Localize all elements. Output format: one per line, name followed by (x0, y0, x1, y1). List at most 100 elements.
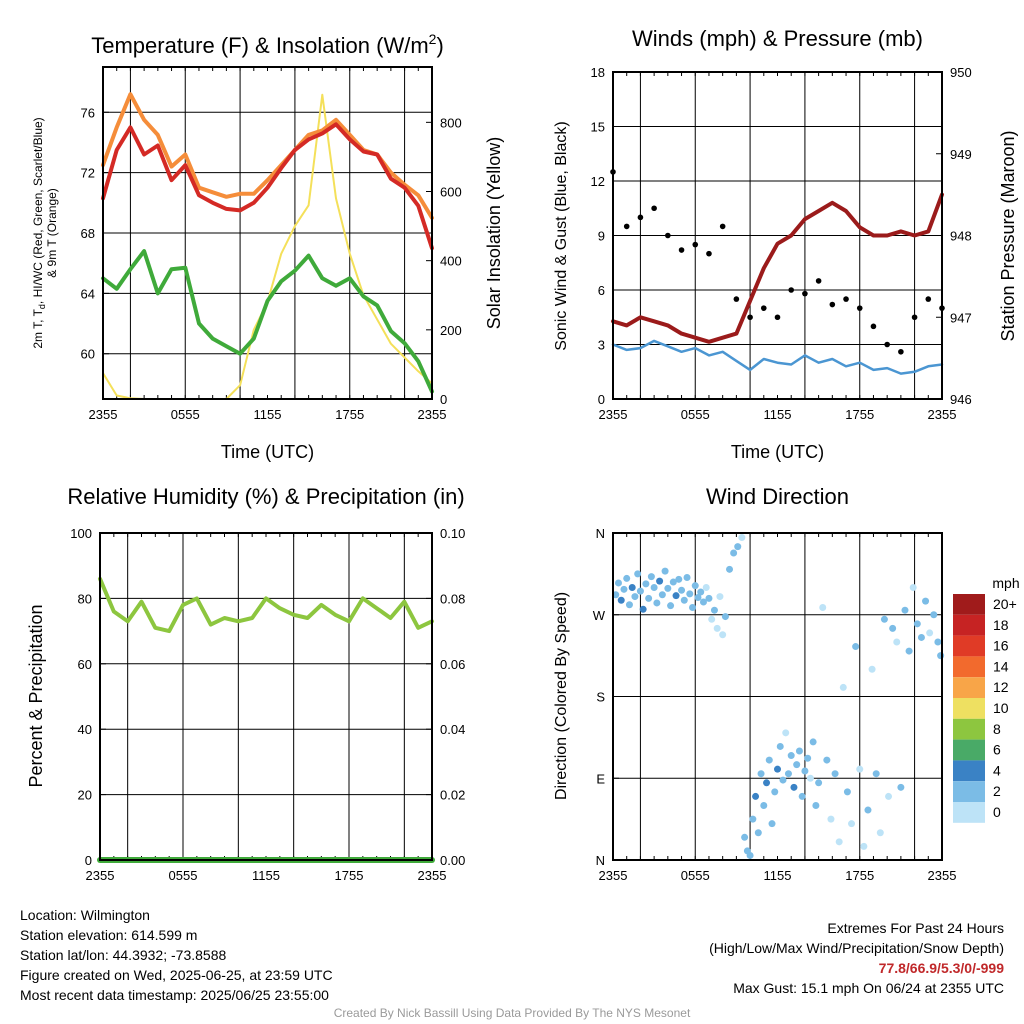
x-tick-label: 2355 (928, 407, 957, 422)
direction-point (625, 601, 633, 609)
colorbar-label: 4 (993, 762, 1001, 778)
direction-point (656, 577, 664, 585)
direction-point (860, 842, 868, 850)
gust-point (898, 348, 904, 355)
y-tick-label: E (596, 771, 605, 786)
series-line-sonic-wind (611, 339, 944, 375)
credit-text: Created By Nick Bassill Using Data Provi… (333, 1006, 691, 1020)
direction-point (746, 851, 754, 859)
y-tick-label: 68 (81, 226, 95, 241)
y2-tick-label: 0.06 (440, 657, 465, 672)
gust-point (911, 314, 918, 321)
elevation-text: Station elevation: 614.599 m (20, 927, 198, 943)
extremes-subtitle: (High/Low/Max Wind/Precipitation/Snow De… (709, 940, 1004, 956)
gust-point (733, 296, 740, 302)
direction-point (647, 573, 655, 581)
y-tick-label: 76 (81, 105, 95, 120)
direction-point (680, 596, 688, 604)
direction-point (774, 765, 781, 773)
gust-point (747, 314, 753, 321)
direction-point (856, 765, 864, 773)
direction-point (694, 593, 702, 601)
x-tick-label: 1755 (845, 407, 874, 422)
direction-point (691, 582, 699, 590)
x-tick-label: 0555 (169, 868, 198, 883)
direction-point (806, 774, 814, 782)
direction-point (686, 590, 694, 598)
direction-point (937, 652, 945, 660)
y-tick-label: 0 (598, 392, 605, 407)
direction-point (905, 647, 913, 655)
gust-point (706, 250, 712, 257)
y-tick-label: 60 (81, 347, 95, 362)
gust-point (843, 296, 849, 302)
y2-tick-label: 949 (950, 147, 972, 162)
y-tick-label: 60 (78, 657, 92, 672)
temperature-panel: 60 64 68 72 76 0 200 400 600 800 2355 0555 1155 1755 2… (31, 31, 504, 462)
winds-panel: 0 3 6 9 12 15 18 946 947 948 949 950 2355 0555 1155 175… (553, 26, 1018, 462)
direction-point (839, 683, 847, 691)
x-tick-label: 2355 (928, 868, 957, 883)
colorbar-label: 0 (993, 804, 1001, 820)
direction-point (749, 815, 757, 823)
direction-point (868, 665, 876, 673)
x-tick-label: 1155 (764, 407, 792, 422)
gust-point (692, 241, 699, 248)
x-tick-label: 2355 (86, 868, 115, 883)
direction-point (765, 756, 773, 764)
y-axis-label-line2: & 9m T (Orange) (45, 188, 59, 278)
direction-point (760, 802, 768, 809)
colorbar-swatch (953, 698, 985, 719)
plot-frame (102, 66, 433, 400)
direction-point (779, 776, 787, 784)
latlon-text: Station lat/lon: 44.3932; -73.8588 (20, 947, 227, 963)
y2-tick-label: 0.02 (440, 788, 465, 803)
colorbar: mph 20+ 18 16 14 12 10 8 6 4 2 0 (953, 575, 1020, 823)
y2-tick-label: 400 (440, 254, 462, 269)
colorbar-label: 6 (993, 742, 1001, 758)
direction-point (795, 747, 803, 755)
direction-point (617, 596, 625, 604)
series-line-dewpoint (101, 249, 434, 394)
series-line-temp (101, 122, 434, 251)
direction-point (835, 838, 843, 846)
x-tick-label: 0555 (171, 407, 200, 422)
colorbar-swatch (953, 656, 985, 678)
x-tick-label: 1755 (335, 407, 364, 422)
y-axis-label: 2m T, Td, HI/WC (Red, Green, Scarlet/Blu… (31, 117, 47, 348)
direction-point (771, 788, 779, 796)
x-tick-label: 2355 (599, 868, 628, 883)
direction-point (675, 575, 683, 583)
colorbar-label: 16 (993, 638, 1009, 654)
y2-tick-label: 946 (950, 392, 972, 407)
colorbar-swatch (953, 718, 985, 740)
direction-point (664, 584, 672, 592)
y-tick-label: 72 (81, 166, 95, 181)
y2-tick-label: 0 (440, 392, 447, 407)
gust-point (665, 232, 671, 239)
series-line-pressure (611, 192, 944, 344)
direction-point (702, 584, 710, 591)
direction-point (653, 599, 661, 607)
direction-point (678, 586, 686, 594)
colorbar-swatch (953, 614, 985, 636)
colorbar-swatch (953, 739, 985, 761)
direction-point (831, 770, 839, 778)
direction-point (809, 738, 817, 746)
gust-point (802, 290, 808, 297)
direction-point (901, 606, 909, 614)
y2-tick-label: 0.04 (440, 722, 465, 737)
y2-axis-label: Solar Insolation (Yellow) (484, 137, 504, 329)
direction-point (885, 792, 893, 800)
gust-point (719, 223, 726, 230)
direction-point (930, 611, 938, 619)
x-tick-label: 2355 (89, 407, 118, 422)
direction-point (726, 565, 734, 573)
colorbar-swatch (953, 802, 985, 823)
y-tick-label: 15 (591, 120, 605, 135)
x-axis-label: Time (UTC) (221, 442, 314, 462)
direction-point (784, 770, 792, 778)
colorbar-label: 20+ (993, 596, 1017, 612)
direction-point (819, 603, 827, 611)
x-tick-label: 1755 (335, 868, 364, 883)
